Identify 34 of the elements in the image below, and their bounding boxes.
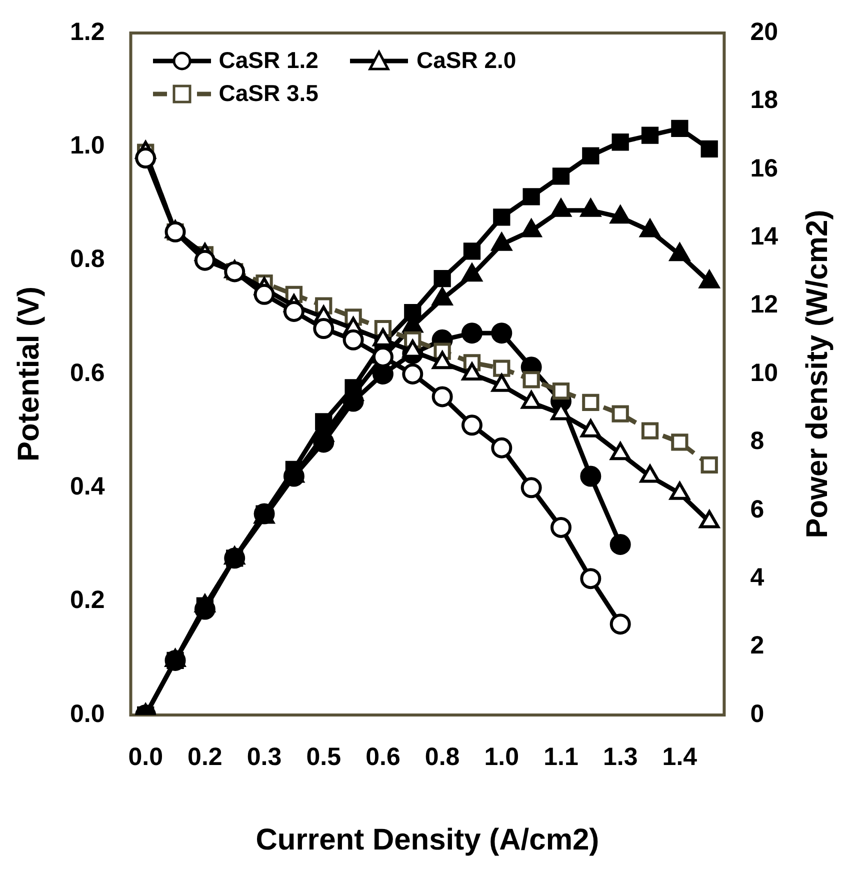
legend-label: CaSR 2.0: [416, 47, 516, 74]
y2-tick-label: 12: [750, 290, 778, 319]
x-axis-title: Current Density (A/cm2): [256, 823, 600, 856]
y2-tick-label: 0: [750, 700, 764, 728]
y-tick-label: 0.8: [70, 245, 105, 274]
x-tick-label: 0.3: [246, 742, 282, 771]
x-tick-label: 0.5: [306, 742, 342, 771]
y-tick-label: 0.0: [70, 700, 105, 728]
x-tick-label: 0.0: [128, 742, 163, 771]
y2-tick-label: 20: [750, 18, 778, 46]
x-tick-label: 1.1: [544, 742, 578, 771]
y2-tick-label: 18: [750, 86, 778, 114]
y2-tick-label: 2: [750, 632, 764, 660]
y-tick-label: 0.2: [70, 586, 105, 614]
y2-tick-label: 14: [750, 222, 778, 250]
y2-tick-label: 4: [750, 563, 764, 592]
y-tick-label: 0.6: [70, 358, 105, 387]
y2-tick-label: 6: [750, 495, 764, 524]
y-tick-label: 1.2: [70, 18, 105, 46]
legend-label: CaSR 3.5: [218, 80, 318, 107]
x-tick-label: 1.3: [602, 742, 638, 771]
y-axis-title: Potential (V): [12, 286, 46, 462]
y2-axis-title: Power density (W/cm2): [801, 210, 836, 538]
y-tick-label: 1.0: [70, 132, 105, 160]
y-tick-label: 0.4: [70, 472, 105, 501]
x-tick-label: 0.8: [424, 742, 460, 771]
y2-tick-label: 16: [750, 154, 778, 182]
x-tick-label: 1.0: [484, 742, 520, 771]
legend-label: CaSR 1.2: [218, 47, 318, 74]
x-tick-label: 0.6: [366, 742, 400, 771]
x-tick-label: 1.4: [662, 742, 698, 771]
y2-tick-label: 10: [750, 358, 778, 387]
x-tick-label: 0.2: [188, 742, 222, 771]
y2-tick-label: 8: [750, 427, 764, 456]
